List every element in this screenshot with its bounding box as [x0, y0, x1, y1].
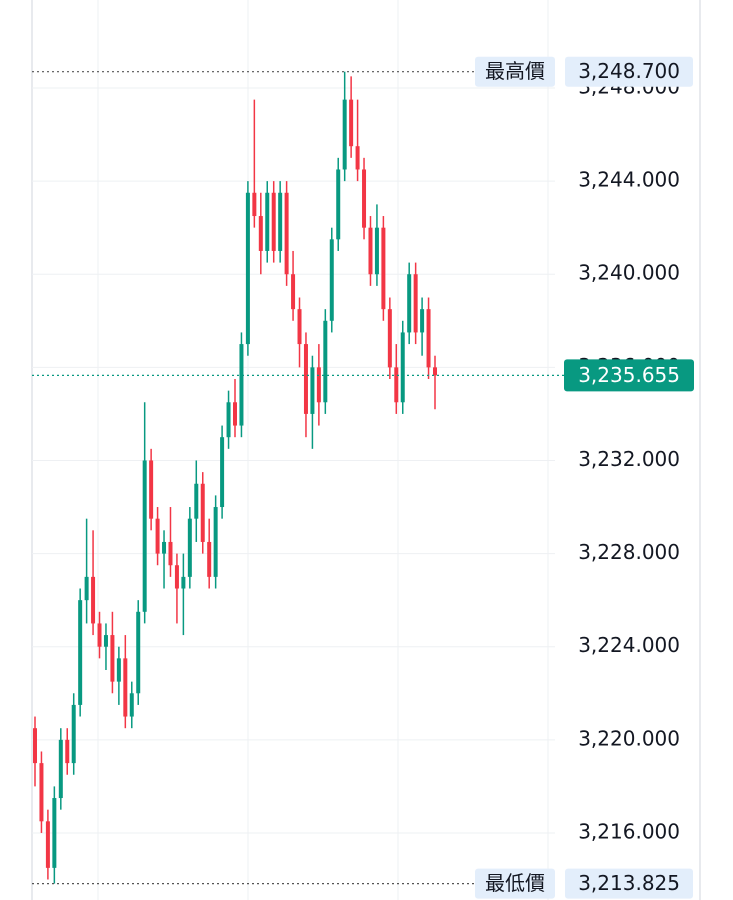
candle-body [168, 541, 173, 566]
candle-body [123, 658, 128, 717]
candle-body [323, 320, 328, 403]
candle-body [136, 611, 141, 694]
candle-body [387, 309, 392, 368]
y-tick-label: 3,244.000 [578, 168, 680, 192]
extreme-name-bg [475, 868, 555, 899]
candle-body [413, 274, 418, 333]
candle-body [129, 693, 134, 717]
candle-body [187, 518, 192, 577]
candle-body [303, 344, 308, 414]
candle-body [420, 309, 425, 333]
candle-body [426, 309, 431, 368]
extreme-value: 3,213.825 [578, 871, 680, 895]
extreme-value-bg [565, 868, 693, 899]
candle-body [265, 192, 270, 251]
candle-body [329, 239, 334, 321]
candle-body [149, 460, 154, 519]
candle-body [355, 146, 360, 170]
extreme-value: 3,248.700 [578, 59, 680, 83]
candle-body [103, 635, 108, 647]
candle-body [97, 623, 102, 647]
candle-body [336, 169, 341, 240]
extreme-name: 最高價 [485, 59, 545, 83]
last-price-bg [564, 359, 694, 392]
candle-body [65, 739, 70, 764]
candle-body [52, 798, 57, 868]
candle-body [394, 367, 399, 403]
candle-body [194, 483, 199, 519]
candle-body [362, 169, 367, 228]
candle-body [71, 704, 76, 764]
candle-body [374, 227, 379, 275]
candle-body [342, 99, 347, 170]
candle-body [220, 437, 225, 508]
extreme-name-bg [475, 56, 555, 87]
candle-body [91, 576, 96, 624]
y-tick-label: 3,240.000 [578, 261, 680, 285]
candle-body [39, 763, 44, 822]
candle-body [310, 367, 315, 414]
candle-body [381, 227, 386, 310]
candle-body [174, 565, 179, 589]
last-price-label: 3,235.655 [578, 363, 680, 387]
candle-body [349, 99, 354, 147]
candle-body [258, 216, 263, 251]
candle-body [400, 332, 405, 403]
candle-body [116, 658, 121, 682]
y-tick-label: 3,220.000 [578, 726, 680, 750]
y-tick-label: 3,232.000 [578, 447, 680, 471]
candle-body [284, 192, 289, 275]
candle-body [407, 274, 412, 333]
candle-body [162, 541, 167, 554]
candle-body [213, 507, 218, 577]
candle-body [155, 518, 160, 554]
candle-body [181, 576, 186, 589]
candle-body [33, 728, 37, 764]
candle-body [226, 402, 231, 438]
candle-body [433, 367, 437, 376]
y-tick-label: 3,216.000 [578, 819, 680, 843]
candle-body [233, 402, 237, 426]
y-tick-label: 3,228.000 [578, 540, 680, 564]
candle-body [252, 192, 257, 217]
candle-body [245, 192, 250, 345]
candle-body [278, 192, 283, 251]
candle-body [297, 309, 302, 345]
candle-body [200, 483, 205, 542]
extreme-name: 最低價 [485, 871, 545, 895]
candle-body [45, 821, 50, 868]
candle-body [239, 344, 244, 426]
candle-body [78, 600, 83, 705]
candle-body [271, 192, 276, 251]
candle-body [291, 274, 296, 310]
candle-body [368, 227, 373, 275]
candle-body [316, 367, 321, 403]
candle-body [84, 576, 89, 601]
y-tick-label: 3,224.000 [578, 633, 680, 657]
candle-body [58, 739, 63, 799]
extreme-value-bg [565, 56, 693, 87]
candle-body [207, 541, 212, 577]
candle-body [110, 635, 115, 682]
candle-body [142, 460, 147, 612]
